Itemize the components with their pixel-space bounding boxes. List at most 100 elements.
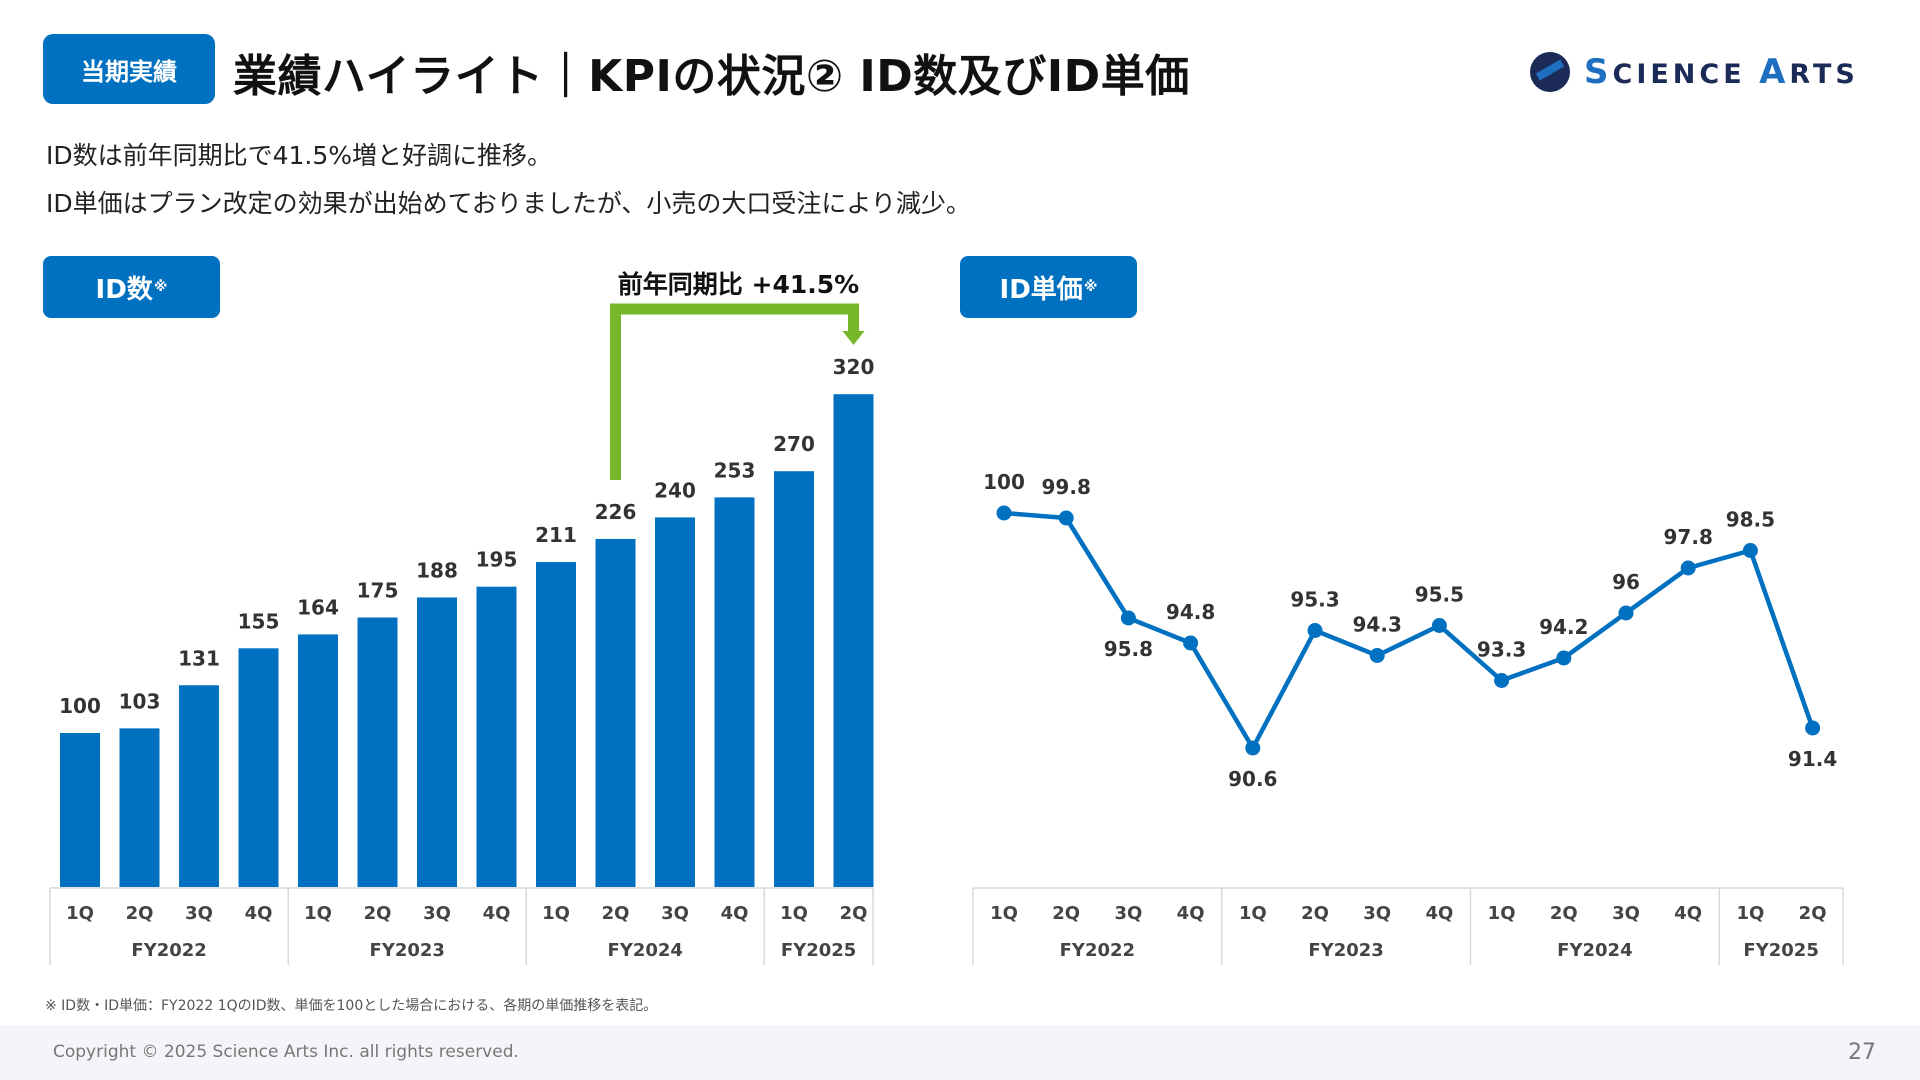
data-point <box>1245 740 1261 756</box>
x-tick-label: 1Q <box>1239 903 1267 924</box>
x-tick-label: 2Q <box>1799 903 1827 924</box>
x-group-label: FY2022 <box>131 940 206 961</box>
bar <box>476 586 517 887</box>
data-point <box>1120 610 1136 626</box>
arrow-down-icon <box>842 331 865 345</box>
x-tick-label: 1Q <box>66 903 94 924</box>
x-tick-label: 1Q <box>1736 903 1764 924</box>
point-value-label: 96 <box>1612 570 1640 594</box>
description-line-1: ID数は前年同期比で41.5%増と好調に推移。 <box>46 141 553 170</box>
chart-label-id-unit-price: ID単価 ※ <box>960 256 1137 318</box>
bar <box>119 728 160 887</box>
x-tick-label: 1Q <box>780 903 808 924</box>
bar <box>179 685 219 887</box>
x-tick-label: 2Q <box>1550 903 1578 924</box>
logo-mark-icon <box>1530 52 1570 92</box>
chart-label-id-count: ID数 ※ <box>43 256 220 318</box>
description-line-2: ID単価はプラン改定の効果が出始めておりましたが、小売の大口受注により減少。 <box>46 189 971 218</box>
x-group-label: FY2025 <box>1743 940 1818 961</box>
point-value-label: 95.8 <box>1104 637 1153 661</box>
growth-bracket <box>610 303 859 480</box>
data-point <box>1805 720 1821 736</box>
x-tick-label: 1Q <box>990 903 1018 924</box>
data-point <box>1058 510 1074 526</box>
x-tick-label: 4Q <box>1177 903 1205 924</box>
bar-value-label: 103 <box>119 689 161 713</box>
bar <box>714 497 755 887</box>
bar <box>833 394 874 887</box>
footnote: ※ ID数・ID単価：FY2022 1QのID数、単価を100とした場合における… <box>45 998 658 1014</box>
x-tick-label: 4Q <box>721 903 749 924</box>
x-group-label: FY2023 <box>1308 940 1383 961</box>
bar-value-label: 226 <box>595 500 637 524</box>
data-point <box>1431 618 1447 633</box>
point-value-label: 95.5 <box>1415 583 1464 607</box>
section-tag: 当期実績 <box>43 34 215 104</box>
footer-bar <box>0 1025 1920 1080</box>
bar <box>595 538 636 887</box>
data-point <box>1183 635 1199 651</box>
x-group-label: FY2024 <box>608 940 683 961</box>
bar-value-label: 253 <box>714 458 756 482</box>
data-point <box>1369 648 1385 663</box>
bar-value-label: 131 <box>178 646 220 670</box>
company-logo: SCIENCE ARTS <box>1530 48 1859 96</box>
x-tick-label: 4Q <box>1425 903 1453 924</box>
price-line <box>1003 510 1815 751</box>
x-group-label: FY2022 <box>1060 940 1135 961</box>
bar <box>536 562 576 887</box>
bar-value-label: 240 <box>654 478 696 502</box>
page-number: 27 <box>1848 1040 1876 1065</box>
bar <box>655 517 695 887</box>
point-value-label: 91.4 <box>1788 747 1837 771</box>
point-value-label: 100 <box>983 470 1025 494</box>
data-point <box>1556 650 1572 666</box>
x-tick-label: 3Q <box>185 903 213 924</box>
bar <box>298 634 338 887</box>
data-point <box>1742 543 1758 558</box>
growth-annotation-label: 前年同期比 +41.5% <box>618 270 859 299</box>
bar <box>357 617 398 887</box>
bar <box>417 597 457 887</box>
bar-value-label: 175 <box>357 579 399 603</box>
page-title: 業績ハイライト｜KPIの状況② ID数及びID単価 <box>233 51 1190 102</box>
x-group-label: FY2023 <box>370 940 445 961</box>
bar-value-label: 164 <box>297 595 339 619</box>
data-point <box>1494 673 1510 688</box>
x-tick-label: 4Q <box>1674 903 1702 924</box>
bar-value-label: 270 <box>773 432 815 456</box>
x-tick-label: 2Q <box>126 903 154 924</box>
point-value-label: 94.8 <box>1166 600 1215 624</box>
x-tick-label: 2Q <box>840 903 868 924</box>
bar <box>774 471 814 887</box>
bar-value-label: 155 <box>238 609 280 633</box>
copyright: Copyright © 2025 Science Arts Inc. all r… <box>53 1042 519 1062</box>
point-value-label: 99.8 <box>1042 475 1091 499</box>
x-tick-label: 2Q <box>602 903 630 924</box>
bar-value-label: 320 <box>833 355 875 379</box>
bar <box>60 733 100 887</box>
x-tick-label: 3Q <box>1363 903 1391 924</box>
point-value-label: 94.3 <box>1353 613 1402 637</box>
data-point <box>1618 605 1634 621</box>
x-tick-label: 3Q <box>1114 903 1142 924</box>
x-tick-label: 1Q <box>304 903 332 924</box>
x-tick-label: 1Q <box>542 903 570 924</box>
point-value-label: 90.6 <box>1228 767 1277 791</box>
x-tick-label: 4Q <box>483 903 511 924</box>
x-tick-label: 2Q <box>1052 903 1080 924</box>
point-value-label: 97.8 <box>1664 525 1713 549</box>
x-tick-label: 4Q <box>245 903 273 924</box>
x-group-label: FY2024 <box>1557 940 1632 961</box>
x-tick-label: 2Q <box>364 903 392 924</box>
point-value-label: 94.2 <box>1539 615 1588 639</box>
data-point <box>1307 623 1323 638</box>
bar-value-label: 188 <box>416 558 458 582</box>
logo-text: SCIENCE ARTS <box>1584 52 1859 92</box>
x-group-label: FY2025 <box>781 940 856 961</box>
point-value-label: 98.5 <box>1726 508 1775 532</box>
data-point <box>1680 560 1696 576</box>
x-tick-label: 3Q <box>423 903 451 924</box>
bar-value-label: 211 <box>535 523 577 547</box>
point-value-label: 93.3 <box>1477 638 1526 662</box>
